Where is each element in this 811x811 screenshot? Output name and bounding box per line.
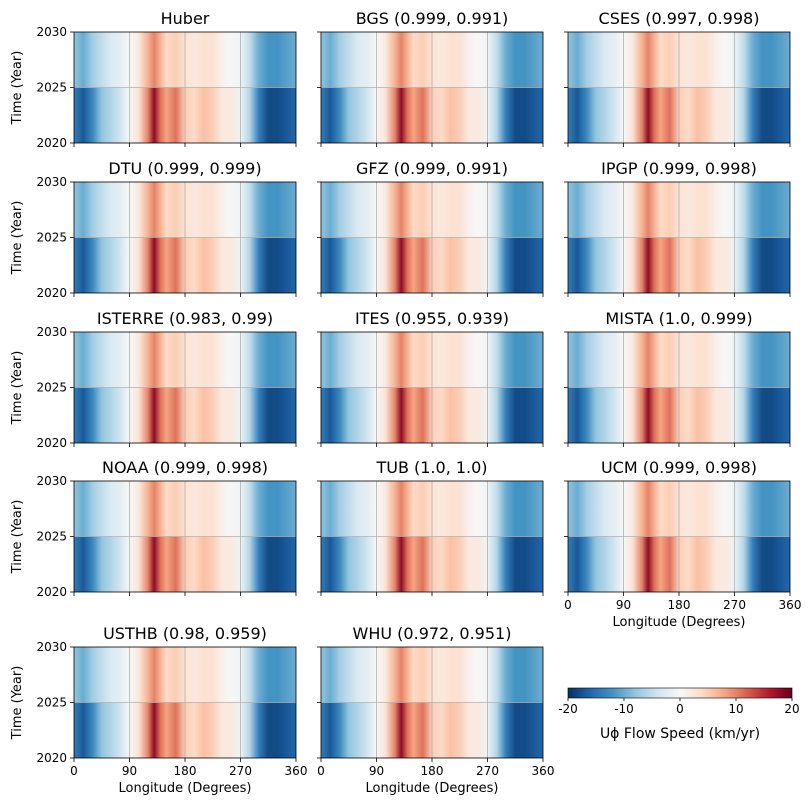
x-axis-label: Longitude (Degrees) — [365, 781, 498, 796]
y-axis-label: Time (Year) — [10, 351, 25, 426]
panel-title: BGS (0.999, 0.991) — [356, 9, 509, 28]
heatmap-panel: MISTA (1.0, 0.999) — [564, 309, 791, 447]
panel-title: DTU (0.999, 0.999) — [108, 159, 261, 178]
y-tick-label: 2020 — [36, 286, 67, 300]
y-tick-label: 2025 — [36, 530, 67, 544]
y-tick-label: 2025 — [36, 381, 67, 395]
panel-grid: Huber 2020 2025 2030 Time (Year) BGS (0.999, … — [10, 9, 801, 796]
x-tick-label: 90 — [122, 764, 137, 778]
x-tick-label: 360 — [779, 598, 802, 612]
panel-title: CSES (0.997, 0.998) — [599, 9, 760, 28]
x-tick-label: 0 — [317, 764, 325, 778]
x-tick-label: 180 — [668, 598, 691, 612]
colorbar-tick-label: 20 — [784, 702, 799, 716]
x-tick-label: 90 — [616, 598, 631, 612]
colorbar-ticks: -20 -10 0 10 20 — [558, 698, 800, 716]
y-tick-label: 2025 — [36, 696, 67, 710]
panel-title: UCM (0.999, 0.998) — [601, 458, 757, 477]
heatmap-panel: DTU (0.999, 0.999) 2020 2025 2030 Time (Year… — [10, 159, 297, 300]
heatmap-panel: GFZ (0.999, 0.991) — [317, 159, 544, 297]
y-tick-label: 2020 — [36, 585, 67, 599]
x-tick-label: 360 — [532, 764, 555, 778]
panel-title: TUB (1.0, 1.0) — [375, 458, 487, 477]
colorbar: -20 -10 0 10 20 Uϕ Flow Speed (km/yr) — [558, 687, 800, 742]
y-tick-label: 2030 — [36, 325, 67, 339]
x-axis-label: Longitude (Degrees) — [612, 615, 745, 630]
heatmap-panel: WHU (0.972, 0.951) 0 90 180 270 360 Longitude … — [317, 624, 554, 796]
panel-title: WHU (0.972, 0.951) — [353, 624, 512, 643]
colorbar-tick-label: -10 — [614, 702, 634, 716]
panel-title: USTHB (0.98, 0.959) — [103, 624, 267, 643]
x-tick-label: 90 — [369, 764, 384, 778]
heatmap-panel: NOAA (0.999, 0.998) 2020 2025 2030 Time (Yea… — [10, 458, 297, 599]
panel-title: GFZ (0.999, 0.991) — [356, 159, 508, 178]
colorbar-tick-label: 0 — [676, 702, 684, 716]
panel-title: ISTERRE (0.983, 0.99) — [97, 309, 273, 328]
panel-title: MISTA (1.0, 0.999) — [605, 309, 752, 328]
x-tick-label: 270 — [476, 764, 499, 778]
y-tick-label: 2025 — [36, 231, 67, 245]
y-axis-label: Time (Year) — [10, 666, 25, 741]
heatmap-panel: Huber 2020 2025 2030 Time (Year) — [10, 9, 297, 150]
x-tick-label: 180 — [174, 764, 197, 778]
x-tick-label: 180 — [421, 764, 444, 778]
y-tick-label: 2030 — [36, 175, 67, 189]
heatmap-panel: ITES (0.955, 0.939) — [317, 309, 544, 447]
colorbar-gradient — [567, 687, 793, 699]
y-tick-label: 2020 — [36, 136, 67, 150]
x-tick-label: 270 — [723, 598, 746, 612]
y-tick-label: 2025 — [36, 81, 67, 95]
heatmap-panel: TUB (1.0, 1.0) — [317, 458, 544, 596]
colorbar-label: Uϕ Flow Speed (km/yr) — [600, 726, 760, 742]
panel-title: ITES (0.955, 0.939) — [355, 309, 509, 328]
panel-title: NOAA (0.999, 0.998) — [102, 458, 268, 477]
x-tick-label: 360 — [285, 764, 308, 778]
y-tick-label: 2030 — [36, 25, 67, 39]
heatmap-panel: UCM (0.999, 0.998) 0 90 180 270 360 Longitude … — [564, 458, 801, 630]
y-tick-label: 2030 — [36, 474, 67, 488]
panel-title: Huber — [161, 9, 210, 28]
heatmap-panel: BGS (0.999, 0.991) — [317, 9, 544, 147]
colorbar-tick-label: -20 — [558, 702, 578, 716]
heatmap-panel: IPGP (0.999, 0.998) — [564, 159, 791, 297]
y-axis-label: Time (Year) — [10, 51, 25, 126]
heatmap-panel: USTHB (0.98, 0.959) 2020 2025 2030 Time (Yea… — [10, 624, 307, 796]
x-tick-label: 0 — [564, 598, 572, 612]
heatmap-panel: CSES (0.997, 0.998) — [564, 9, 791, 147]
y-tick-label: 2030 — [36, 640, 67, 654]
colorbar-tick-label: 10 — [728, 702, 743, 716]
x-axis-label: Longitude (Degrees) — [118, 781, 251, 796]
x-tick-label: 270 — [229, 764, 252, 778]
x-tick-label: 0 — [70, 764, 78, 778]
y-tick-label: 2020 — [36, 751, 67, 765]
heatmap-panel: ISTERRE (0.983, 0.99) 2020 2025 2030 Time (Y… — [10, 309, 297, 450]
y-axis-label: Time (Year) — [10, 201, 25, 276]
y-axis-label: Time (Year) — [10, 500, 25, 575]
panel-title: IPGP (0.999, 0.998) — [601, 159, 757, 178]
y-tick-label: 2020 — [36, 436, 67, 450]
